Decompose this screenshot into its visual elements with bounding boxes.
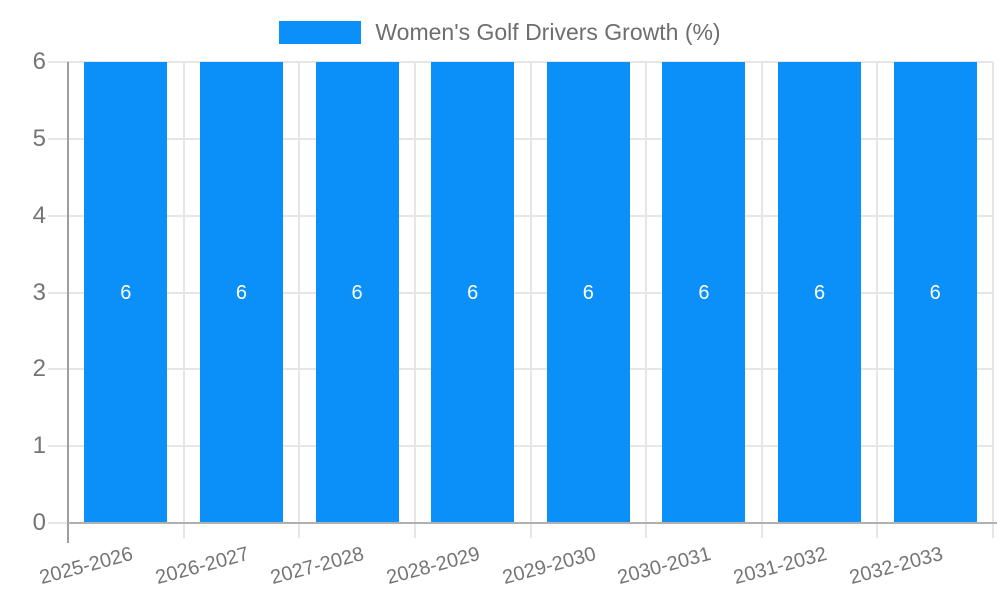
bar-value-label: 6 bbox=[929, 281, 941, 304]
gridline-vertical bbox=[413, 62, 416, 538]
y-axis-tick-label: 6 bbox=[32, 48, 46, 75]
gridline-horizontal bbox=[48, 445, 993, 448]
y-axis-tick-label: 4 bbox=[32, 201, 46, 229]
y-axis-tick-label: 0 bbox=[32, 509, 46, 536]
bar bbox=[778, 62, 862, 523]
bar bbox=[315, 62, 399, 523]
y-axis-line bbox=[67, 62, 69, 543]
gridline-vertical bbox=[182, 62, 185, 538]
bar-value-label: 6 bbox=[814, 281, 826, 304]
bar-value-label: 6 bbox=[235, 281, 247, 304]
gridline-vertical bbox=[760, 62, 763, 538]
y-axis-tick-label: 3 bbox=[32, 278, 46, 306]
x-axis-tick-label: 2029-2030 bbox=[499, 543, 599, 590]
bar-value-label: 6 bbox=[582, 281, 594, 304]
bar bbox=[431, 62, 515, 523]
y-axis-tick-label: 5 bbox=[32, 124, 46, 152]
x-axis-tick-label: 2025-2026 bbox=[37, 543, 136, 590]
x-axis-tick-label: 2030-2031 bbox=[615, 543, 714, 590]
gridline-vertical bbox=[992, 62, 994, 538]
bar-value-label: 6 bbox=[120, 281, 132, 304]
bar bbox=[893, 62, 977, 523]
bar bbox=[662, 62, 746, 523]
gridline-horizontal bbox=[48, 214, 993, 217]
legend: Women's Golf Drivers Growth (%) bbox=[0, 21, 1000, 44]
gridline-horizontal bbox=[48, 61, 993, 63]
gridline-vertical bbox=[876, 62, 879, 538]
legend-label: Women's Golf Drivers Growth (%) bbox=[375, 19, 721, 45]
y-tick bbox=[48, 522, 68, 524]
x-axis-tick-label: 2026-2027 bbox=[153, 543, 252, 590]
gridline-vertical bbox=[645, 62, 648, 538]
y-axis-tick-label: 2 bbox=[32, 355, 46, 383]
gridline-vertical bbox=[529, 62, 532, 538]
bar-value-label: 6 bbox=[698, 281, 710, 304]
bar bbox=[199, 62, 283, 523]
bar-value-label: 6 bbox=[351, 281, 363, 304]
gridline-horizontal bbox=[48, 368, 993, 371]
x-axis-tick-label: 2028-2029 bbox=[384, 543, 483, 590]
y-axis-tick-label: 1 bbox=[32, 432, 46, 460]
gridline-horizontal bbox=[48, 291, 993, 294]
gridline-vertical bbox=[298, 62, 301, 538]
legend-color-swatch bbox=[279, 21, 362, 44]
x-axis-tick-label: 2027-2028 bbox=[268, 543, 367, 590]
bar bbox=[546, 62, 630, 523]
x-axis-tick-label: 2031-2032 bbox=[731, 543, 830, 590]
x-axis-line bbox=[68, 522, 997, 524]
gridline-horizontal bbox=[48, 137, 993, 140]
bar bbox=[84, 62, 168, 523]
x-axis-tick-label: 2032-2033 bbox=[846, 543, 945, 590]
bar-value-label: 6 bbox=[467, 281, 479, 304]
